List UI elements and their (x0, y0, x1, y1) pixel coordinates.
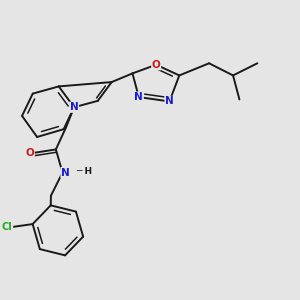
Text: O: O (26, 148, 34, 158)
Text: N: N (165, 96, 174, 106)
Text: ─ H: ─ H (76, 167, 92, 176)
Text: N: N (134, 92, 143, 102)
Text: O: O (152, 60, 161, 70)
Text: Cl: Cl (2, 222, 13, 232)
Text: N: N (61, 167, 70, 178)
Text: N: N (70, 102, 79, 112)
